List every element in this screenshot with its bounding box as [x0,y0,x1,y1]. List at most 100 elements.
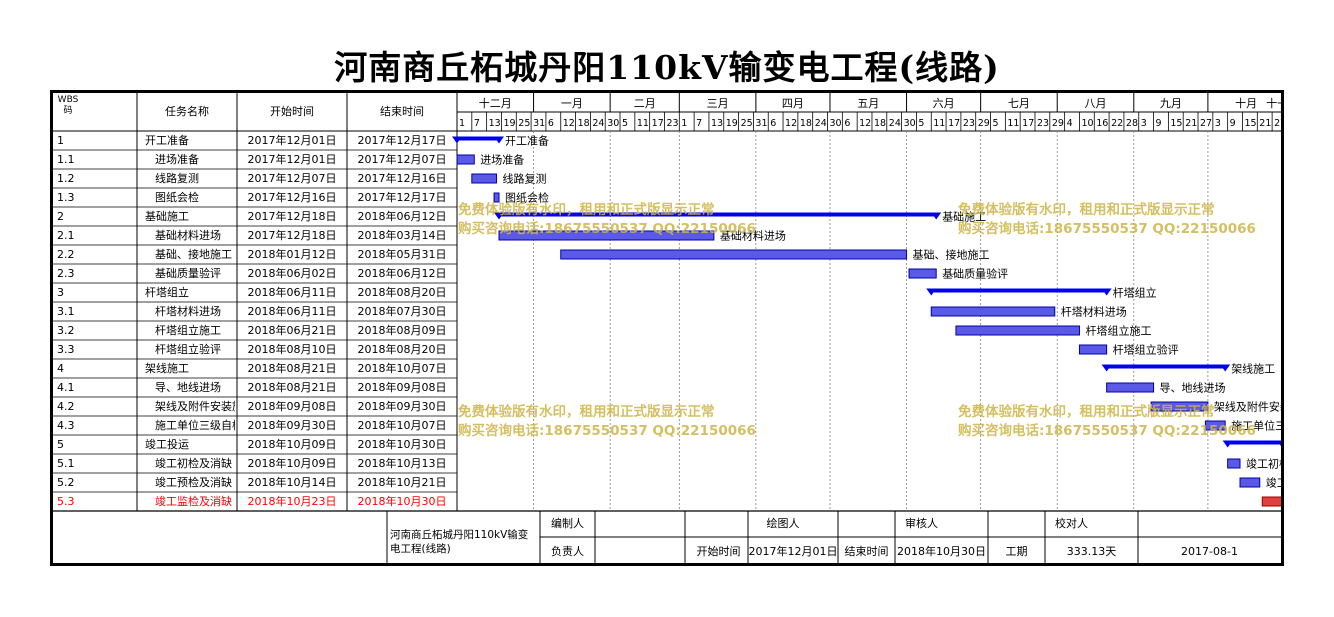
task-end: 2018年06月12日 [357,210,447,223]
day-tick-label: 18 [874,118,886,129]
day-tick-label: 30 [904,118,916,129]
day-tick-label: 7 [474,118,480,129]
day-tick-label: 3 [1215,118,1221,129]
bar-label: 图纸会检 [505,191,549,205]
day-tick-label: 24 [815,118,827,129]
day-tick-label: 30 [607,118,619,129]
bar-label: 基础、接地施工 [913,249,990,262]
footer-duration-label: 工期 [1005,545,1028,558]
summary-end-marker [1277,440,1281,447]
day-tick-label: 23 [963,118,975,129]
task-wbs: 4.3 [57,419,75,432]
task-bar [955,325,1080,336]
summary-end-marker [931,212,942,220]
task-end: 2018年09月30日 [357,400,447,413]
critical-task-bar [1261,496,1281,507]
task-wbs: 3.2 [57,324,75,337]
task-wbs: 3 [57,286,64,299]
day-tick-label: 29 [978,118,990,129]
task-start: 2017年12月16日 [247,191,337,204]
bar-label: 施工单位三级自检 [1231,419,1281,433]
task-end: 2017年12月17日 [357,191,447,204]
bar-label: 竣工预检及消缺 [1266,476,1281,490]
task-start: 2018年06月11日 [247,286,337,299]
day-tick-label: 17 [1022,118,1034,129]
task-wbs: 5.3 [57,495,75,508]
summary-bar [498,212,937,217]
page-title: 河南商丘柘城丹阳110kV输变电工程(线路) [334,48,1000,87]
footer-start-value: 2017年12月01日 [748,545,838,558]
month-label: 三月 [707,97,729,110]
task-name: 杆塔材料进场 [155,305,221,318]
task-start: 2018年10月09日 [247,457,337,470]
day-tick-label: 17 [652,118,664,129]
day-tick-label: 9 [1230,118,1236,129]
day-tick-label: 24 [592,118,604,129]
day-tick-label: 5 [993,118,999,129]
task-end: 2017年12月17日 [357,134,447,147]
day-tick-label: 27 [1200,118,1212,129]
task-bar [456,154,475,165]
task-end: 2018年05月31日 [357,248,447,261]
day-tick-label: 21 [1259,118,1271,129]
task-name: 基础、接地施工 [155,248,232,261]
task-start: 2018年08月21日 [247,381,337,394]
day-tick-label: 7 [696,118,702,129]
gantt-frame: 十二月一月二月三月四月五月六月七月八月九月十月十一月17131925316121… [50,90,1284,566]
task-end: 2018年10月13日 [357,457,447,470]
task-wbs: 4.2 [57,400,75,413]
footer-duration-value: 333.13天 [1066,545,1117,558]
summary-start-marker [1101,364,1112,372]
summary-bar [1106,364,1226,369]
task-bar [908,268,937,279]
task-start: 2018年10月14日 [247,476,337,489]
day-tick-label: 21 [1185,118,1197,129]
task-bar [1204,420,1226,431]
day-tick-label: 5 [918,118,924,129]
task-start: 2018年10月23日 [247,495,337,508]
task-wbs: 1.1 [57,153,75,166]
summary-bar [931,288,1107,293]
task-start: 2017年12月18日 [247,210,337,223]
footer-drawer-label: 绘图人 [766,517,800,530]
bar-label: 架线施工 [1231,362,1275,376]
month-label: 十二月 [479,96,512,110]
day-tick-label: 9 [1156,118,1162,129]
task-name: 图纸会检 [155,191,199,204]
day-tick-label: 19 [503,118,515,129]
task-wbs: 1.2 [57,172,75,185]
gantt-grid: 十二月一月二月三月四月五月六月七月八月九月十月十一月17131925316121… [53,93,1281,563]
day-tick-label: 12 [859,118,871,129]
month-label: 十月 [1235,96,1257,110]
day-tick-label: 31 [755,118,767,129]
task-end: 2018年08月20日 [357,286,447,299]
task-start: 2018年01月12日 [247,248,337,261]
task-name: 基础施工 [145,210,189,223]
day-tick-label: 16 [1096,118,1108,129]
bar-label: 杆塔组立施工 [1085,324,1151,338]
task-wbs: 2.3 [57,267,75,280]
day-tick-label: 11 [637,118,649,129]
day-tick-label: 12 [563,118,575,129]
footer-reviewer-label: 审核人 [905,517,938,530]
day-tick-label: 4 [1067,118,1073,129]
month-label: 五月 [857,97,879,110]
task-bar [493,192,500,203]
task-name: 架线施工 [145,362,189,375]
summary-start-marker [493,212,504,220]
day-tick-label: 6 [548,118,554,129]
bar-label: 架线及附件安装施工 [1214,400,1281,414]
header-task-name: 任务名称 [165,105,209,118]
summary-end-marker [1101,288,1112,296]
day-tick-label: 15 [1244,118,1256,129]
month-label: 一月 [561,97,583,110]
day-tick-label: 5 [622,118,628,129]
task-bar [1078,344,1108,355]
task-wbs: 4 [57,362,64,375]
bar-label: 基础施工 [942,211,986,224]
task-wbs: 3.1 [57,305,75,318]
month-label: 七月 [1008,97,1030,110]
task-name: 线路复测 [155,172,199,185]
task-end: 2018年08月20日 [357,343,447,356]
task-name: 架线及附件安装施工 [155,400,235,413]
